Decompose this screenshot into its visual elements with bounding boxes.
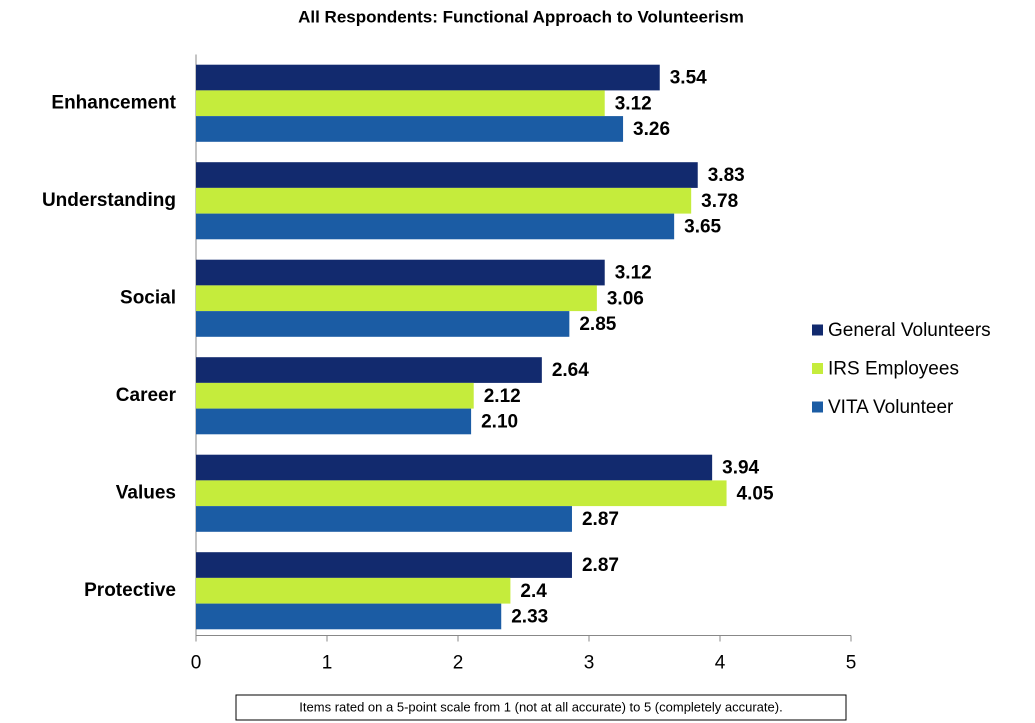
y-tick-label: Understanding bbox=[42, 190, 176, 211]
value-label: 3.06 bbox=[607, 288, 644, 309]
x-tick-label: 5 bbox=[846, 653, 857, 674]
y-tick-label: Values bbox=[116, 482, 176, 503]
note: Items rated on a 5-point scale from 1 (n… bbox=[299, 699, 782, 714]
chart-title: All Respondents: Functional Approach to … bbox=[298, 7, 744, 26]
bar bbox=[196, 311, 570, 337]
bar bbox=[196, 454, 713, 481]
x-tick-label: 0 bbox=[191, 653, 202, 674]
value-label: 3.94 bbox=[722, 458, 759, 479]
x-tick-label: 2 bbox=[453, 653, 464, 674]
bar bbox=[196, 259, 605, 286]
bar bbox=[196, 382, 474, 409]
y-tick-label: Protective bbox=[84, 580, 176, 601]
bar bbox=[196, 213, 675, 240]
legend-swatch bbox=[812, 324, 823, 336]
legend-swatch bbox=[812, 401, 823, 413]
bar bbox=[196, 162, 698, 188]
value-label: 3.12 bbox=[615, 93, 652, 114]
bar bbox=[196, 480, 727, 507]
value-label: 3.83 bbox=[708, 165, 745, 186]
y-tick-label: Career bbox=[116, 385, 177, 406]
bar bbox=[196, 116, 624, 142]
bar bbox=[196, 64, 660, 91]
value-label: 4.05 bbox=[737, 483, 774, 504]
value-label: 2.12 bbox=[484, 386, 521, 407]
bar bbox=[196, 603, 502, 630]
x-tick-label: 3 bbox=[584, 653, 595, 674]
legend-label: General Volunteers bbox=[828, 320, 991, 341]
legend-swatch bbox=[812, 363, 823, 374]
value-label: 2.10 bbox=[481, 411, 518, 432]
value-label: 2.85 bbox=[579, 314, 616, 335]
note-box bbox=[235, 694, 847, 721]
value-label: 2.87 bbox=[582, 509, 619, 530]
bar bbox=[196, 90, 605, 117]
bar bbox=[196, 577, 511, 604]
value-label: 3.26 bbox=[633, 119, 670, 140]
bar bbox=[196, 357, 542, 383]
bar bbox=[196, 506, 572, 532]
value-label: 3.65 bbox=[684, 216, 721, 237]
bar bbox=[196, 552, 572, 578]
legend-label: IRS Employees bbox=[828, 359, 959, 380]
value-label: 3.54 bbox=[670, 68, 707, 89]
x-tick-label: 1 bbox=[322, 653, 333, 674]
value-label: 2.64 bbox=[552, 360, 589, 381]
value-label: 2.33 bbox=[511, 606, 548, 627]
legend-label: VITA Volunteer bbox=[828, 397, 954, 418]
y-tick-label: Social bbox=[120, 287, 176, 308]
bar bbox=[196, 285, 597, 312]
y-tick-label: Enhancement bbox=[51, 92, 176, 113]
x-tick-label: 4 bbox=[715, 653, 726, 674]
bar bbox=[196, 187, 692, 214]
value-label: 2.4 bbox=[520, 581, 547, 602]
value-label: 3.12 bbox=[615, 263, 652, 284]
bar bbox=[196, 408, 472, 435]
value-label: 3.78 bbox=[701, 191, 738, 212]
value-label: 2.87 bbox=[582, 555, 619, 576]
